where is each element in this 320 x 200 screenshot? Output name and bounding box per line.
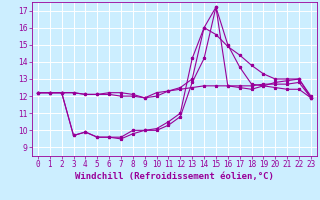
X-axis label: Windchill (Refroidissement éolien,°C): Windchill (Refroidissement éolien,°C) xyxy=(75,172,274,181)
